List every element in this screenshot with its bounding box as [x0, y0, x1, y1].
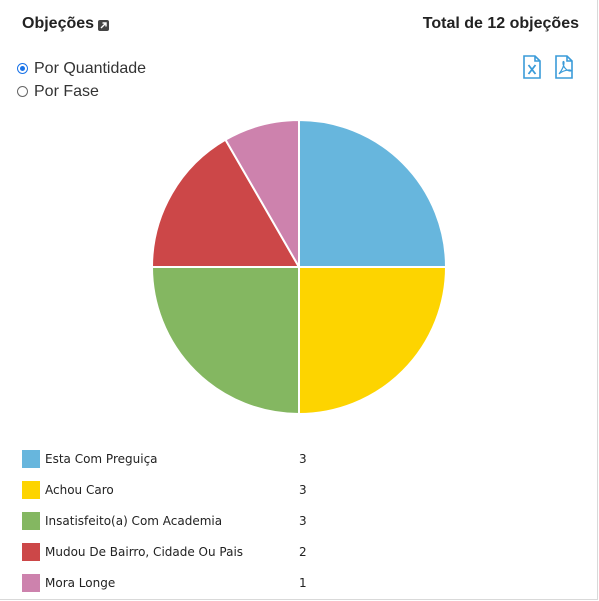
- option-by-quantity-label: Por Quantidade: [34, 59, 147, 77]
- objections-pie-chart: [150, 118, 448, 416]
- legend-item[interactable]: Mudou De Bairro, Cidade Ou Pais 2: [22, 536, 319, 567]
- pdf-export-icon[interactable]: [553, 54, 575, 80]
- legend-item[interactable]: Insatisfeito(a) Com Academia 3: [22, 505, 319, 536]
- legend-swatch: [22, 573, 40, 592]
- legend-value: 2: [299, 544, 307, 559]
- radio-by-phase[interactable]: [17, 86, 28, 97]
- legend-label: Mora Longe: [45, 575, 116, 590]
- legend-label: Esta Com Preguiça: [45, 451, 158, 466]
- legend-swatch: [22, 542, 40, 561]
- legend-label: Mudou De Bairro, Cidade Ou Pais: [45, 544, 244, 559]
- option-by-phase[interactable]: Por Fase: [17, 80, 146, 103]
- pie-slice-mudou-de-bairro-cidade-ou-pais[interactable]: [150, 138, 301, 268]
- radio-by-quantity[interactable]: [17, 63, 28, 74]
- legend-value: 1: [299, 575, 307, 590]
- panel-title-text: Objeções: [22, 15, 95, 32]
- pie-slice-mora-longe[interactable]: [224, 118, 300, 271]
- panel-title: Objeções: [22, 15, 110, 33]
- pie-slice-esta-com-pregui-a[interactable]: [298, 118, 448, 268]
- legend-label: Achou Caro: [45, 482, 114, 497]
- pie-slice-insatisfeito-a-com-academia[interactable]: [150, 266, 300, 416]
- total-objections: Total de 12 objeções: [422, 15, 579, 32]
- option-by-quantity[interactable]: Por Quantidade: [17, 57, 146, 80]
- legend-value: 3: [299, 482, 307, 497]
- legend-value: 3: [299, 451, 307, 466]
- excel-export-icon[interactable]: [521, 54, 543, 80]
- pie-slice-achou-caro[interactable]: [298, 266, 448, 416]
- legend-swatch: [22, 449, 40, 468]
- legend-item[interactable]: Esta Com Preguiça 3: [22, 443, 319, 474]
- legend-value: 3: [299, 513, 307, 528]
- legend-item[interactable]: Mora Longe 1: [22, 567, 319, 598]
- view-mode-options: Por Quantidade Por Fase: [17, 57, 146, 103]
- legend-label: Insatisfeito(a) Com Academia: [45, 513, 223, 528]
- chart-legend: Esta Com Preguiça 3 Achou Caro 3 Insatisfeit…: [22, 443, 319, 598]
- legend-item[interactable]: Achou Caro 3: [22, 474, 319, 505]
- legend-swatch: [22, 511, 40, 530]
- external-link-icon[interactable]: [98, 19, 110, 31]
- option-by-phase-label: Por Fase: [34, 82, 99, 100]
- legend-swatch: [22, 480, 40, 499]
